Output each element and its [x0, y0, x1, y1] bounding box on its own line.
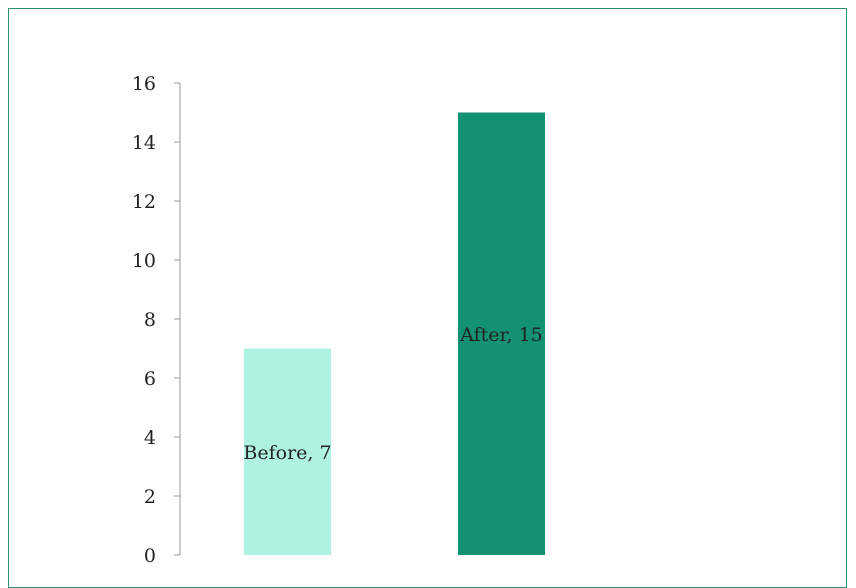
bar-chart: 0 2 4 6 8 10 12 14 16 Before, 7 After, 15: [132, 73, 545, 567]
bars: [244, 112, 545, 555]
y-tick-label: 4: [144, 427, 156, 449]
y-tick-label: 16: [132, 73, 156, 95]
y-tick-label: 10: [132, 250, 156, 272]
data-label-before: Before, 7: [243, 442, 331, 464]
bar-after: [458, 112, 545, 555]
data-label-after: After, 15: [459, 324, 543, 346]
y-tick-label: 2: [144, 486, 156, 508]
y-tick-label: 14: [132, 132, 156, 154]
y-axis: 0 2 4 6 8 10 12 14 16: [132, 73, 181, 567]
y-tick-label: 12: [132, 191, 156, 213]
chart-frame: [8, 8, 847, 588]
y-tick-label: 0: [144, 545, 156, 567]
data-labels: Before, 7 After, 15: [243, 324, 542, 464]
y-tick-label: 6: [144, 368, 156, 390]
y-tick-label: 8: [144, 309, 156, 331]
bar-before: [244, 348, 331, 555]
